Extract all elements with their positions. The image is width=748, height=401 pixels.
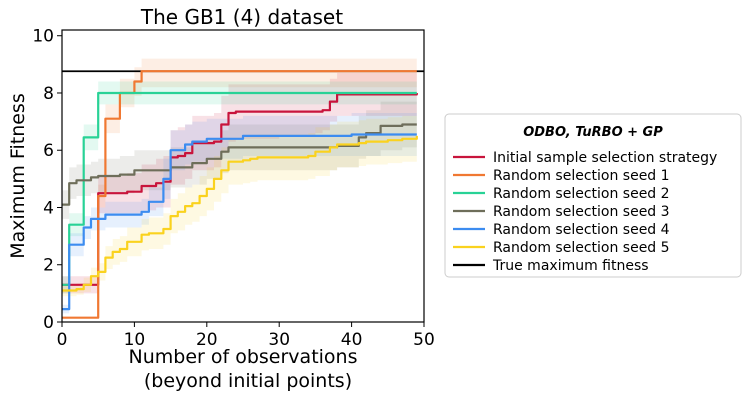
line-series-5	[62, 133, 417, 311]
legend: ODBO, TuRBO + GP Initial sample selectio…	[444, 113, 742, 278]
x-tick-label-20: 20	[196, 330, 218, 350]
legend-items: Initial sample selection strategy Random …	[453, 150, 717, 274]
x-tick-label-40: 40	[341, 330, 363, 350]
y-axis: 0 2 4 6 8 10	[32, 27, 62, 333]
legend-label-7: True maximum fitness	[492, 258, 649, 274]
line-series-2	[62, 70, 417, 319]
y-tick-label-6: 6	[43, 141, 54, 161]
legend-label-6: Random selection seed 5	[493, 240, 670, 256]
line-series-1	[62, 93, 418, 286]
y-tick-label-0: 0	[43, 313, 54, 333]
legend-label-2: Random selection seed 1	[493, 168, 670, 184]
legend-box	[444, 113, 742, 278]
y-tick-label-10: 10	[32, 27, 54, 47]
band-series-4	[62, 101, 417, 219]
confidence-bands	[62, 58, 417, 318]
line-series-6	[62, 135, 418, 292]
plot-frame	[61, 29, 425, 323]
y-tick-label-2: 2	[43, 256, 54, 276]
band-series-6	[62, 113, 417, 297]
legend-label-3: Random selection seed 2	[493, 186, 670, 202]
y-tick-label-4: 4	[43, 198, 54, 218]
series-lines	[62, 70, 424, 319]
legend-label-4: Random selection seed 3	[493, 204, 670, 220]
legend-label-1: Initial sample selection strategy	[493, 150, 717, 166]
x-tick-label-10: 10	[124, 330, 146, 350]
y-tick-label-8: 8	[43, 84, 54, 104]
band-series-2	[62, 58, 417, 318]
legend-title: ODBO, TuRBO + GP	[523, 125, 663, 140]
x-axis-label: Number of observations	[129, 346, 358, 368]
line-series-4	[62, 123, 417, 206]
x-tick-label-0: 0	[57, 330, 68, 350]
band-series-3	[62, 81, 417, 294]
y-axis-label: Maximum Fitness	[7, 93, 29, 258]
chart-title: The GB1 (4) dataset	[140, 5, 343, 29]
legend-label-5: Random selection seed 4	[493, 222, 670, 238]
x-tick-label-50: 50	[413, 330, 435, 350]
x-axis: 0 10 20 30 40 50	[57, 322, 435, 350]
line-series-3	[62, 91, 417, 286]
x-tick-label-30: 30	[268, 330, 290, 350]
band-series-1	[62, 70, 417, 294]
x-axis-label-line2: (beyond initial points)	[144, 370, 352, 392]
